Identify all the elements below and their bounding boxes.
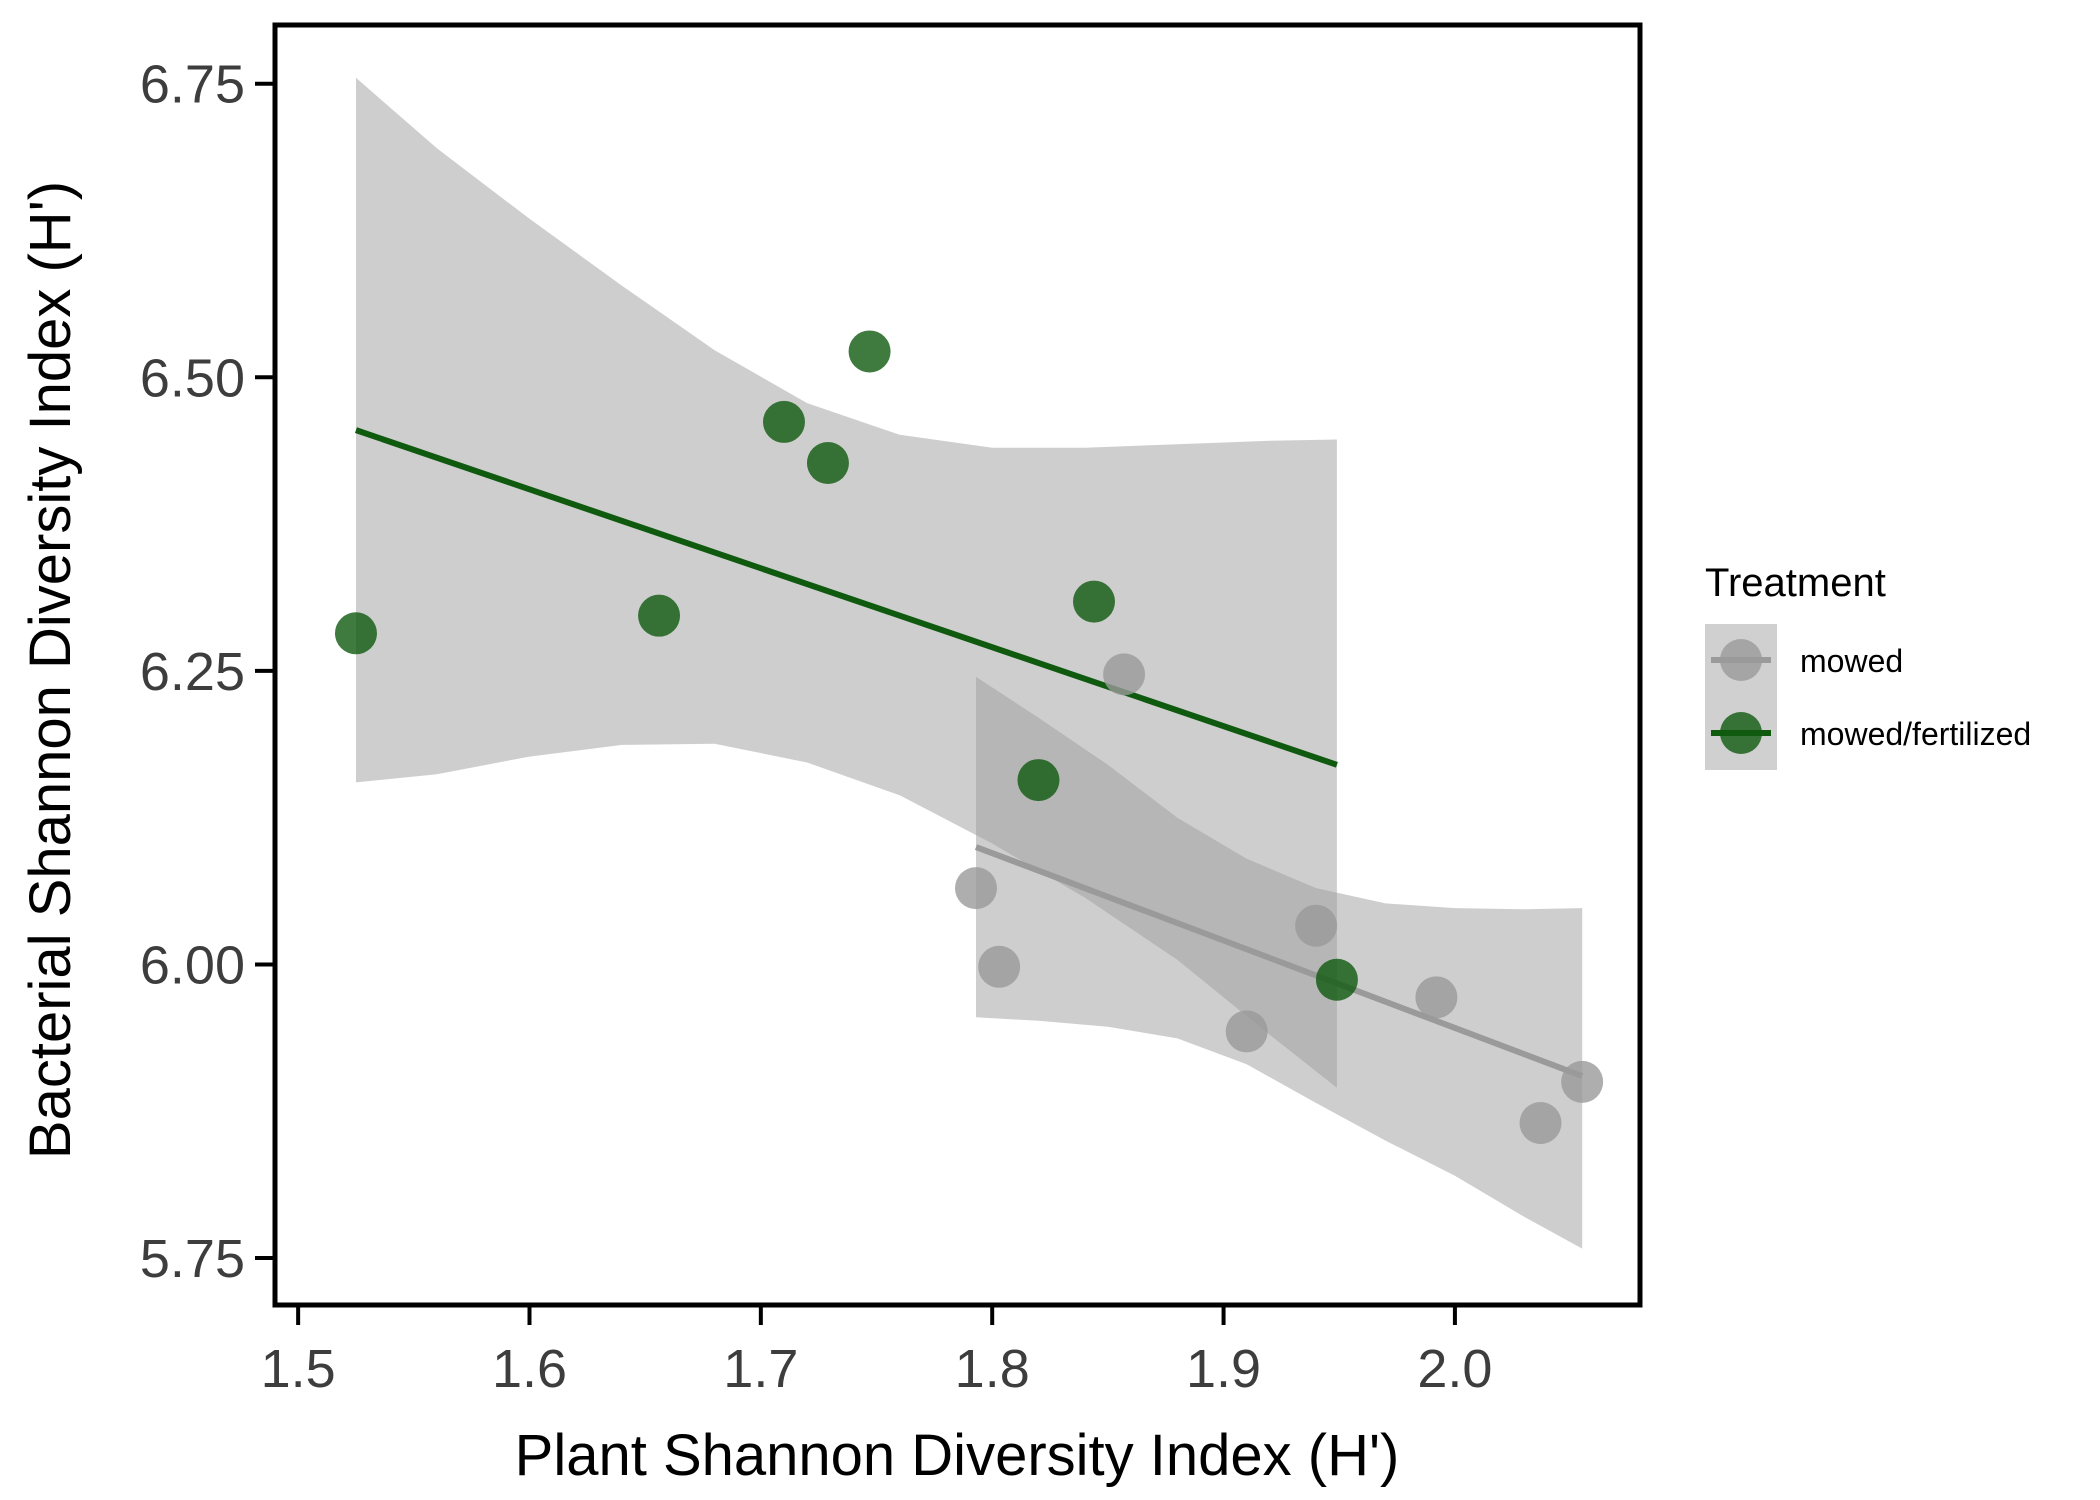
- x-tick-label: 1.9: [1186, 1339, 1261, 1399]
- y-tick-label: 5.75: [140, 1229, 245, 1289]
- legend-items: mowed mowed/fertilized: [1711, 639, 2031, 754]
- data-point-series-0-7: [1561, 1060, 1604, 1103]
- legend: Treatment mowed mowed/fertilized: [1705, 561, 2031, 770]
- y-tick-label: 6.25: [140, 642, 245, 702]
- y-tick-label: 6.50: [140, 348, 245, 408]
- confidence-bands: [356, 77, 1583, 1249]
- data-point-series-1-5: [1017, 759, 1060, 802]
- data-point-series-0-6: [1519, 1101, 1562, 1144]
- legend-title: Treatment: [1705, 561, 1886, 605]
- data-point-series-1-3: [806, 442, 849, 485]
- data-point-series-0-5: [1415, 976, 1458, 1019]
- plot-border: [272, 22, 1643, 1308]
- x-tick-label: 1.8: [955, 1339, 1030, 1399]
- y-axis-title: Bacterial Shannon Diversity Index (H'): [18, 181, 83, 1159]
- data-points: [334, 330, 1604, 1144]
- legend-key-point: [1720, 712, 1762, 754]
- y-tick-label: 6.75: [140, 55, 245, 115]
- data-point-series-0-4: [1295, 904, 1338, 947]
- y-tick-label: 6.00: [140, 935, 245, 995]
- data-point-series-1-1: [638, 594, 681, 637]
- x-tick-label: 1.6: [492, 1339, 567, 1399]
- data-point-series-1-4: [848, 330, 891, 373]
- data-point-series-1-0: [334, 612, 377, 655]
- data-point-series-0-3: [1225, 1010, 1268, 1053]
- fit-line-series-1: [355, 427, 1338, 768]
- confidence-band-series-1: [356, 77, 1337, 1088]
- x-axis: 1.5 1.6 1.7 1.8 1.9 2.0: [261, 1305, 1492, 1399]
- x-axis-title: Plant Shannon Diversity Index (H'): [515, 1423, 1400, 1488]
- legend-label: mowed/fertilized: [1800, 716, 2031, 752]
- data-point-series-0-2: [1103, 653, 1146, 696]
- legend-key-point: [1720, 639, 1762, 681]
- data-point-series-0-0: [955, 867, 998, 910]
- y-axis: 5.75 6.00 6.25 6.50 6.75: [140, 55, 275, 1289]
- legend-label: mowed: [1800, 643, 1903, 679]
- data-point-series-1-2: [762, 400, 805, 443]
- data-point-series-1-7: [1315, 958, 1358, 1001]
- fit-line-series-0: [974, 844, 1584, 1079]
- data-point-series-0-1: [978, 945, 1021, 988]
- x-tick-label: 1.7: [723, 1339, 798, 1399]
- x-tick-label: 1.5: [261, 1339, 336, 1399]
- fit-lines: [355, 427, 1584, 1079]
- data-point-series-1-6: [1073, 580, 1115, 623]
- x-tick-label: 2.0: [1417, 1339, 1492, 1399]
